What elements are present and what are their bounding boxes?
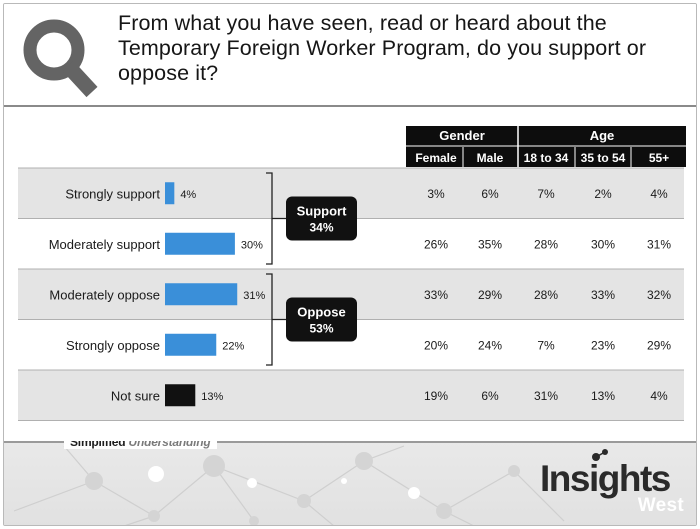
insights-west-logo: Insights West [540, 449, 690, 521]
slide-frame: From what you have seen, read or heard a… [3, 3, 697, 526]
table-cell: 29% [478, 288, 502, 302]
table-cell: 7% [537, 338, 555, 352]
group-badge-label: Support [297, 204, 347, 219]
tagline-part-b: Understanding [128, 441, 211, 449]
group-badge-value: 53% [309, 322, 333, 336]
data-label: 4% [180, 189, 196, 201]
table-cell: 6% [481, 187, 499, 201]
table-cell: 3% [427, 187, 445, 201]
group-badge [286, 196, 357, 241]
category-label: Moderately support [49, 237, 161, 252]
table-cell: 6% [481, 389, 499, 403]
data-label: 30% [241, 239, 263, 251]
data-label: 31% [243, 290, 265, 302]
table-cell: 24% [478, 338, 502, 352]
bar [165, 232, 235, 255]
bar [165, 384, 196, 407]
header: From what you have seen, read or heard a… [4, 4, 696, 104]
table-cell: 33% [424, 288, 448, 302]
tagline: Simplified Understanding [64, 441, 217, 449]
category-label: Strongly support [65, 186, 160, 201]
logo-dots-icon [592, 449, 608, 461]
table-cell: 2% [594, 187, 612, 201]
table-cell: 20% [424, 338, 448, 352]
logo-wordmark: Insights [540, 458, 671, 499]
table-cell: 31% [647, 237, 671, 251]
table-cell: 4% [650, 389, 668, 403]
category-label: Not sure [111, 388, 160, 403]
group-bracket [266, 172, 286, 265]
table-cell: 28% [534, 237, 558, 251]
table-column-header: 18 to 34 [524, 151, 569, 165]
group-badge [286, 297, 357, 342]
table-cell: 23% [591, 338, 615, 352]
table-cell: 26% [424, 237, 448, 251]
table-row-bg [18, 370, 684, 421]
bar [165, 182, 175, 205]
table-cell: 33% [591, 288, 615, 302]
page-title: From what you have seen, read or heard a… [118, 11, 647, 85]
group-badge-value: 34% [309, 221, 333, 235]
table-group-header: Gender [439, 128, 485, 143]
table-cell: 13% [591, 389, 615, 403]
table-cell: 31% [534, 389, 558, 403]
table-group-header: Age [590, 128, 615, 143]
logo-subword: West [637, 495, 684, 516]
bar [165, 333, 217, 356]
header-divider [4, 105, 696, 107]
table-cell: 7% [537, 187, 555, 201]
data-label: 13% [201, 391, 223, 403]
category-label: Moderately oppose [49, 287, 160, 302]
category-label: Strongly oppose [66, 338, 160, 353]
table-column-header: 35 to 54 [581, 151, 626, 165]
group-badge-label: Oppose [297, 305, 345, 320]
table-cell: 35% [478, 237, 502, 251]
table-column-header: 55+ [649, 151, 669, 165]
table-cell: 30% [591, 237, 615, 251]
tagline-part-a: Simplified [70, 441, 126, 449]
tagline-rule [4, 441, 696, 443]
magnifier-icon [23, 19, 98, 98]
table-cell: 32% [647, 288, 671, 302]
bar [165, 283, 238, 306]
table-cell: 4% [650, 187, 668, 201]
table-column-header: Female [415, 151, 457, 165]
network-pattern [13, 445, 565, 525]
table-cell: 29% [647, 338, 671, 352]
group-bracket [266, 273, 286, 366]
table-cell: 19% [424, 389, 448, 403]
chart: Gender Age Female Male 18 to 34 35 to 54 55+ St… [18, 126, 686, 421]
data-label: 22% [222, 340, 244, 352]
table-column-header: Male [477, 151, 504, 165]
table-cell: 28% [534, 288, 558, 302]
footer: Simplified Understanding Insights West [4, 441, 696, 525]
